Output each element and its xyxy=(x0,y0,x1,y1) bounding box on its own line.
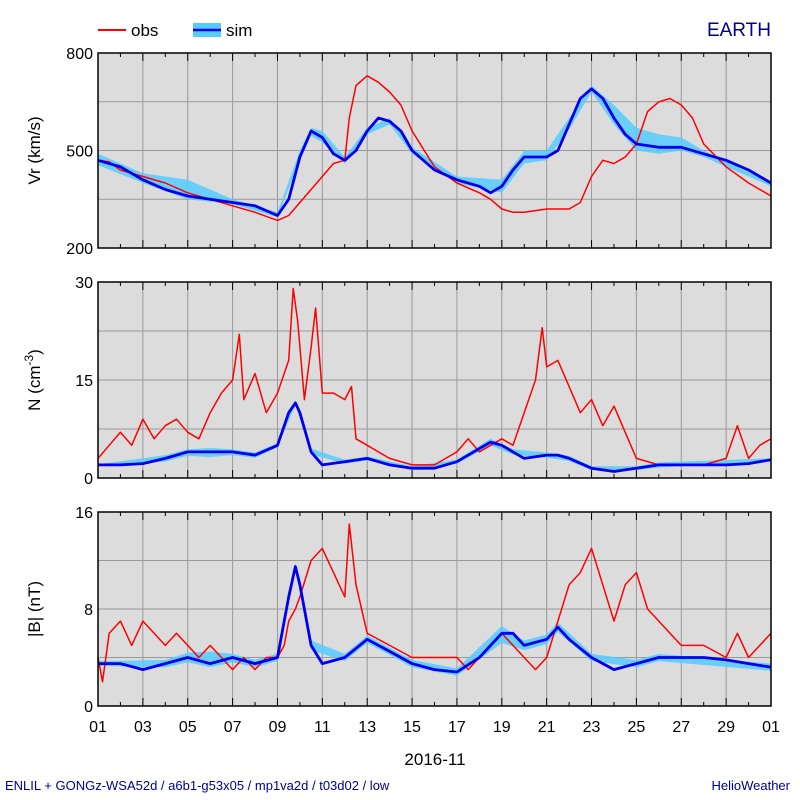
x-tick-label: 01 xyxy=(89,719,107,736)
y-tick-label: 200 xyxy=(66,241,93,258)
series-sim-line xyxy=(98,401,771,473)
x-tick-label: 25 xyxy=(628,719,646,736)
x-tick-label: 03 xyxy=(134,719,152,736)
x-tick-label: 09 xyxy=(269,719,287,736)
x-tick-label: 07 xyxy=(224,719,242,736)
y-axis-title-part: Vr (km/s) xyxy=(25,116,44,184)
x-tick-label: 01 xyxy=(762,719,780,736)
y-tick-label: 15 xyxy=(75,373,93,390)
y-tick-label: 500 xyxy=(66,144,93,161)
series-obs-line xyxy=(98,287,771,466)
x-tick-label: 23 xyxy=(583,719,601,736)
x-tick-label: 13 xyxy=(358,719,376,736)
series-sim-band xyxy=(98,400,771,471)
legend: obs sim xyxy=(98,21,252,40)
y-axis-title-part: ) xyxy=(25,349,44,355)
panel-b: 0 8 16 |B| (nT) xyxy=(25,505,772,716)
y-tick-label: 8 xyxy=(84,602,93,619)
panel-n: 0 15 30 N (cm-3) xyxy=(22,275,772,488)
panel-vr: 200 500 800 Vr (km/s) xyxy=(25,46,772,258)
y-tick-label: 16 xyxy=(75,505,93,522)
series-sim-line xyxy=(98,565,771,674)
footer-model-info: ENLIL + GONGz-WSA52d / a6b1-g53x05 / mp1… xyxy=(5,778,390,793)
legend-obs-label: obs xyxy=(131,21,158,40)
y-axis-title: Vr (km/s) xyxy=(25,116,44,184)
x-tick-label: 17 xyxy=(448,719,466,736)
y-axis-title-part: N (cm xyxy=(25,366,44,411)
y-axis-title: N (cm-3) xyxy=(22,349,44,411)
x-tick-label: 27 xyxy=(672,719,690,736)
legend-sim-label: sim xyxy=(226,21,252,40)
x-tick-label: 29 xyxy=(717,719,735,736)
y-tick-label: 0 xyxy=(84,471,93,488)
y-axis-title-part: -3 xyxy=(22,355,36,366)
series-obs-line xyxy=(98,523,771,683)
x-axis-date-label: 2016-11 xyxy=(404,750,465,769)
x-tick-label: 21 xyxy=(538,719,556,736)
x-tick-label: 05 xyxy=(179,719,197,736)
location-label: EARTH xyxy=(707,20,771,41)
x-tick-label: 15 xyxy=(403,719,421,736)
footer-brand: HelioWeather xyxy=(711,778,790,793)
x-tick-label: 19 xyxy=(493,719,511,736)
y-tick-label: 30 xyxy=(75,275,93,292)
y-tick-label: 0 xyxy=(84,699,93,716)
series-sim-line xyxy=(98,87,771,217)
x-tick-label: 11 xyxy=(314,719,331,736)
panels: 200 500 800 Vr (km/s) 0 15 30 N (cm-3) 0 8 16 |B| (… xyxy=(22,46,780,736)
y-axis-title-part: |B| (nT) xyxy=(25,581,44,637)
y-axis-title: |B| (nT) xyxy=(25,581,44,637)
y-tick-label: 800 xyxy=(66,46,93,63)
